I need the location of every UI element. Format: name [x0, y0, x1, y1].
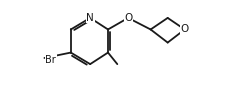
Text: Br: Br [45, 54, 56, 64]
Text: N: N [86, 13, 94, 23]
Text: O: O [181, 24, 189, 34]
Text: O: O [124, 13, 132, 23]
